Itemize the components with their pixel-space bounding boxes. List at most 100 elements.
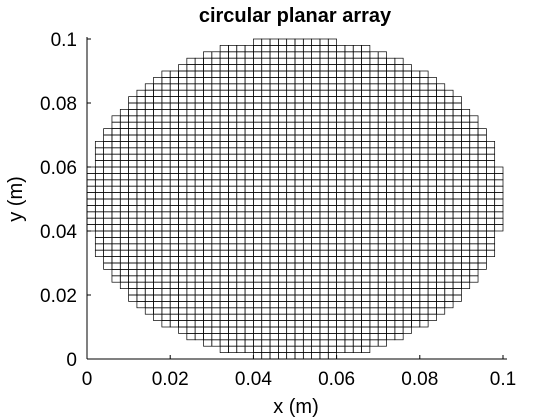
- array-element: [336, 121, 346, 129]
- array-element: [286, 121, 296, 129]
- array-element: [203, 192, 213, 200]
- array-element: [261, 339, 271, 347]
- array-element: [452, 96, 462, 104]
- array-element: [169, 115, 179, 123]
- array-element: [269, 153, 279, 161]
- array-element: [444, 237, 454, 245]
- array-element: [269, 301, 279, 309]
- array-element: [269, 115, 279, 123]
- array-element: [311, 211, 321, 219]
- array-element: [436, 281, 446, 289]
- array-element: [236, 173, 246, 181]
- array-element: [186, 224, 196, 232]
- array-element: [194, 185, 204, 193]
- array-element: [419, 243, 429, 251]
- array-element: [411, 205, 421, 213]
- array-element: [228, 320, 238, 328]
- array-element: [427, 121, 437, 129]
- array-element: [294, 211, 304, 219]
- array-element: [253, 128, 263, 136]
- array-element: [286, 102, 296, 110]
- array-element: [344, 313, 354, 321]
- array-element: [302, 224, 312, 232]
- array-element: [253, 115, 263, 123]
- array-element: [219, 205, 229, 213]
- array-element: [244, 281, 254, 289]
- array-element: [194, 134, 204, 142]
- array-element: [352, 160, 362, 168]
- array-element: [244, 269, 254, 277]
- array-element: [178, 83, 188, 91]
- array-element: [369, 205, 379, 213]
- array-element: [153, 275, 163, 283]
- array-element: [178, 89, 188, 97]
- array-element: [402, 64, 412, 72]
- array-element: [244, 313, 254, 321]
- array-element: [311, 352, 321, 360]
- array-element: [211, 281, 221, 289]
- array-element: [369, 121, 379, 129]
- array-element: [394, 217, 404, 225]
- array-element: [294, 217, 304, 225]
- array-element: [269, 121, 279, 129]
- array-element: [369, 217, 379, 225]
- array-element: [344, 147, 354, 155]
- array-element: [336, 45, 346, 53]
- array-element: [336, 281, 346, 289]
- array-element: [402, 275, 412, 283]
- array-element: [411, 224, 421, 232]
- array-element: [136, 141, 146, 149]
- array-element: [169, 269, 179, 277]
- array-element: [219, 313, 229, 321]
- array-element: [444, 173, 454, 181]
- array-element: [211, 166, 221, 174]
- array-element: [94, 173, 104, 181]
- array-element: [178, 134, 188, 142]
- array-element: [244, 256, 254, 264]
- array-element: [186, 147, 196, 155]
- array-element: [261, 96, 271, 104]
- array-element: [486, 211, 496, 219]
- array-element: [244, 134, 254, 142]
- array-element: [161, 70, 171, 78]
- array-element: [194, 262, 204, 270]
- array-element: [186, 230, 196, 238]
- array-element: [286, 237, 296, 245]
- array-element: [344, 249, 354, 257]
- array-element: [211, 301, 221, 309]
- array-element: [211, 185, 221, 193]
- array-element: [377, 313, 387, 321]
- array-element: [369, 307, 379, 315]
- array-element: [294, 121, 304, 129]
- array-element: [452, 173, 462, 181]
- array-element: [352, 179, 362, 187]
- array-element: [169, 249, 179, 257]
- array-element: [178, 269, 188, 277]
- array-element: [153, 294, 163, 302]
- array-element: [94, 211, 104, 219]
- array-element: [402, 109, 412, 117]
- array-element: [294, 262, 304, 270]
- array-element: [369, 153, 379, 161]
- array-element: [236, 57, 246, 65]
- array-element: [236, 160, 246, 168]
- x-axis-label: x (m): [273, 396, 319, 418]
- array-element: [203, 313, 213, 321]
- array-element: [361, 275, 371, 283]
- array-element: [344, 269, 354, 277]
- array-element: [411, 166, 421, 174]
- array-element: [286, 320, 296, 328]
- array-element: [311, 89, 321, 97]
- array-element: [302, 352, 312, 360]
- array-element: [344, 333, 354, 341]
- array-element: [361, 83, 371, 91]
- array-element: [244, 160, 254, 168]
- array-element: [444, 141, 454, 149]
- array-element: [361, 70, 371, 78]
- array-element: [352, 51, 362, 59]
- array-element: [302, 198, 312, 206]
- array-element: [244, 249, 254, 257]
- array-element: [269, 262, 279, 270]
- array-element: [402, 96, 412, 104]
- array-element: [228, 83, 238, 91]
